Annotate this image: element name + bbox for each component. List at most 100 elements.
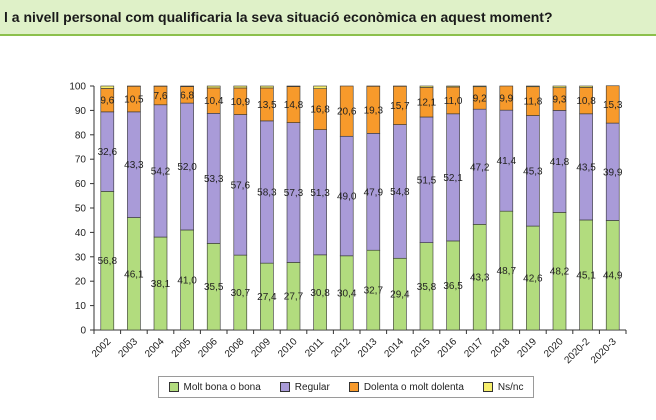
data-label-regular: 43,3 bbox=[124, 160, 144, 171]
data-label-bad: 14,8 bbox=[284, 100, 304, 111]
data-label-good: 41,0 bbox=[177, 275, 197, 286]
y-tick-label: 90 bbox=[75, 106, 87, 117]
data-label-good: 30,7 bbox=[231, 288, 251, 299]
legend-label-nsnc: Ns/nc bbox=[497, 381, 524, 393]
data-label-bad: 9,3 bbox=[553, 95, 567, 106]
x-tick-label: 2004 bbox=[143, 336, 167, 360]
legend-item-nsnc: Ns/nc bbox=[482, 381, 524, 393]
data-label-bad: 11,8 bbox=[524, 97, 543, 108]
legend-swatch-nsnc bbox=[482, 382, 493, 392]
data-label-good: 43,3 bbox=[470, 273, 490, 284]
bar-segment-nsnc bbox=[526, 85, 540, 88]
data-label-good: 44,9 bbox=[603, 271, 623, 282]
x-tick-label: 2010 bbox=[276, 336, 300, 360]
bar-segment-nsnc bbox=[552, 85, 567, 89]
legend-label-regular: Regular bbox=[294, 381, 330, 393]
x-tick-label: 2020 bbox=[542, 336, 566, 360]
data-label-good: 48,7 bbox=[497, 266, 517, 277]
data-label-bad: 9,9 bbox=[499, 94, 513, 105]
x-tick-label: 2006 bbox=[196, 336, 220, 360]
bar-segment-bad bbox=[499, 85, 514, 111]
data-label-regular: 39,9 bbox=[603, 167, 623, 178]
data-label-regular: 41,4 bbox=[497, 156, 517, 167]
data-label-regular: 54,2 bbox=[151, 166, 171, 177]
x-tick-label: 2005 bbox=[170, 336, 194, 360]
data-label-regular: 57,6 bbox=[231, 180, 251, 191]
data-label-regular: 43,5 bbox=[576, 162, 596, 173]
data-label-regular: 57,3 bbox=[284, 188, 304, 199]
bar-segment-nsnc bbox=[313, 85, 327, 89]
bar-segment-nsnc bbox=[206, 85, 221, 89]
x-tick-label: 2002 bbox=[90, 336, 114, 360]
y-tick-label: 30 bbox=[75, 252, 87, 263]
data-label-good: 42,6 bbox=[523, 274, 543, 285]
y-tick-label: 80 bbox=[75, 130, 87, 141]
bar-segment-nsnc bbox=[419, 85, 434, 88]
data-label-good: 30,4 bbox=[337, 288, 357, 299]
data-label-good: 35,8 bbox=[417, 282, 437, 293]
y-tick-label: 0 bbox=[80, 326, 86, 337]
data-label-good: 36,5 bbox=[443, 281, 463, 292]
bar-segment-bad bbox=[605, 85, 620, 124]
data-label-bad: 15,3 bbox=[603, 100, 623, 111]
x-tick-label: 2019 bbox=[516, 336, 540, 360]
legend-swatch-regular bbox=[279, 382, 290, 392]
y-tick-label: 10 bbox=[75, 301, 87, 312]
x-tick-label: 2003 bbox=[117, 336, 141, 360]
x-tick-label: 2014 bbox=[383, 336, 407, 360]
data-label-good: 35,5 bbox=[204, 282, 224, 293]
data-label-bad: 9,6 bbox=[100, 96, 114, 107]
data-label-bad: 19,3 bbox=[364, 105, 384, 116]
data-label-bad: 6,8 bbox=[180, 90, 194, 101]
y-tick-label: 60 bbox=[75, 179, 87, 190]
data-label-good: 32,7 bbox=[364, 286, 384, 297]
data-label-good: 45,1 bbox=[576, 270, 596, 281]
x-tick-label: 2017 bbox=[462, 336, 486, 360]
bar-segment-nsnc bbox=[260, 85, 274, 89]
data-label-regular: 45,3 bbox=[523, 166, 543, 177]
bar-segment-bad bbox=[339, 85, 354, 137]
legend-item-good: Molt bona o bona bbox=[168, 381, 261, 393]
data-label-bad: 10,5 bbox=[124, 95, 144, 106]
question-text: l a nivell personal com qualificaria la … bbox=[4, 9, 553, 25]
data-label-regular: 47,2 bbox=[470, 162, 490, 173]
data-label-regular: 53,3 bbox=[204, 174, 224, 185]
data-label-regular: 52,1 bbox=[443, 173, 463, 184]
data-label-regular: 49,0 bbox=[337, 192, 357, 203]
data-label-bad: 7,6 bbox=[154, 91, 168, 102]
data-label-bad: 10,4 bbox=[204, 96, 224, 107]
bar-segment-nsnc bbox=[579, 85, 593, 88]
bar-segment-nsnc bbox=[446, 85, 460, 88]
legend-label-bad: Dolenta o molt dolenta bbox=[363, 381, 464, 393]
legend-item-regular: Regular bbox=[279, 381, 330, 393]
data-label-good: 38,1 bbox=[151, 279, 171, 290]
data-label-regular: 51,3 bbox=[310, 188, 330, 199]
x-tick-label: 2016 bbox=[436, 336, 460, 360]
legend-swatch-bad bbox=[348, 382, 359, 392]
x-tick-label: 2020-2 bbox=[562, 336, 592, 366]
x-tick-label: 2012 bbox=[329, 336, 353, 360]
chart-legend: Molt bona o bona Regular Dolenta o molt … bbox=[158, 376, 534, 398]
data-label-regular: 54,8 bbox=[390, 187, 410, 198]
data-label-bad: 20,6 bbox=[337, 107, 357, 118]
data-label-regular: 41,8 bbox=[550, 157, 570, 168]
data-label-bad: 11,0 bbox=[444, 96, 463, 107]
x-tick-label: 2011 bbox=[303, 336, 326, 359]
x-tick-label: 2013 bbox=[356, 336, 380, 360]
data-label-bad: 12,1 bbox=[417, 98, 437, 109]
data-label-bad: 16,8 bbox=[310, 105, 330, 116]
data-label-bad: 10,8 bbox=[576, 96, 596, 107]
data-label-bad: 13,5 bbox=[257, 100, 277, 111]
bar-segment-nsnc bbox=[472, 85, 487, 88]
bar-segment-nsnc bbox=[233, 85, 248, 89]
data-label-good: 56,8 bbox=[98, 256, 118, 267]
data-label-good: 30,8 bbox=[310, 288, 330, 299]
y-tick-label: 40 bbox=[75, 228, 87, 239]
data-label-bad: 15,7 bbox=[390, 101, 410, 112]
data-label-regular: 51,5 bbox=[417, 175, 437, 186]
legend-label-good: Molt bona o bona bbox=[183, 381, 261, 393]
data-label-good: 27,7 bbox=[284, 292, 304, 303]
y-tick-label: 50 bbox=[75, 204, 87, 215]
y-tick-label: 20 bbox=[75, 277, 87, 288]
